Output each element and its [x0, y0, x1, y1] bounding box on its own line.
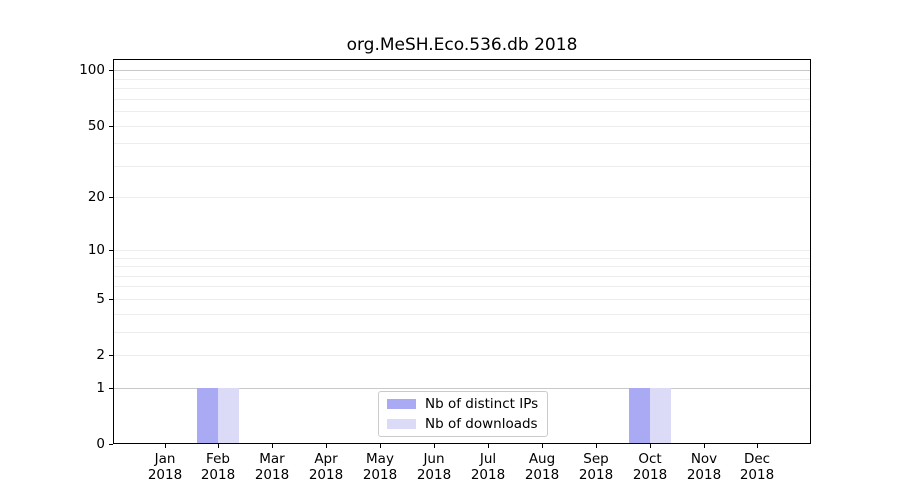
x-tick-label-Jul: Jul 2018	[470, 451, 506, 483]
legend-swatch-downloads-icon	[387, 418, 416, 429]
x-tick-label-Aug: Aug 2018	[524, 451, 560, 483]
x-tick-Feb	[218, 444, 219, 448]
x-tick-Apr	[326, 444, 327, 448]
x-tick-Nov	[704, 444, 705, 448]
x-tick-label-Jun: Jun 2018	[416, 451, 452, 483]
gridline-y-70	[114, 99, 810, 100]
bar-distinct-ips-Oct	[629, 388, 650, 443]
x-tick-Jan	[165, 444, 166, 448]
gridline-y-50	[114, 126, 810, 127]
x-tick-label-Feb: Feb 2018	[200, 451, 236, 483]
gridline-y-1	[114, 388, 810, 389]
y-tick-label-100: 100	[79, 62, 105, 78]
y-tick-5	[109, 299, 113, 300]
gridline-y-20	[114, 197, 810, 198]
x-tick-Sep	[596, 444, 597, 448]
x-tick-Aug	[542, 444, 543, 448]
bar-distinct-ips-Feb	[197, 388, 218, 443]
x-tick-label-Oct: Oct 2018	[632, 451, 668, 483]
gridline-y-4	[114, 314, 810, 315]
gridline-y-9	[114, 258, 810, 259]
gridline-y-30	[114, 166, 810, 167]
y-tick-0	[109, 444, 113, 445]
gridline-y-60	[114, 111, 810, 112]
x-tick-label-Mar: Mar 2018	[254, 451, 290, 483]
gridline-y-6	[114, 286, 810, 287]
x-tick-label-Jan: Jan 2018	[147, 451, 183, 483]
x-tick-label-May: May 2018	[362, 451, 398, 483]
gridline-y-8	[114, 266, 810, 267]
x-tick-Dec	[757, 444, 758, 448]
legend-swatch-distinct-ips-icon	[387, 399, 416, 410]
gridline-y-5	[114, 299, 810, 300]
plot-area	[113, 59, 811, 444]
bar-downloads-Feb	[218, 388, 239, 443]
y-tick-label-0: 0	[96, 436, 105, 452]
y-tick-label-1: 1	[96, 380, 105, 396]
y-tick-20	[109, 197, 113, 198]
gridline-y-7	[114, 276, 810, 277]
x-tick-Oct	[650, 444, 651, 448]
y-tick-1	[109, 388, 113, 389]
legend-label-distinct-ips: Nb of distinct IPs	[425, 396, 539, 413]
y-tick-10	[109, 250, 113, 251]
x-tick-label-Sep: Sep 2018	[578, 451, 614, 483]
chart-title: org.MeSH.Eco.536.db 2018	[346, 35, 578, 55]
legend-label-downloads: Nb of downloads	[425, 415, 538, 432]
x-tick-label-Dec: Dec 2018	[739, 451, 775, 483]
gridline-y-40	[114, 143, 810, 144]
legend: Nb of distinct IPs Nb of downloads	[378, 391, 548, 437]
gridline-y-3	[114, 332, 810, 333]
x-tick-label-Nov: Nov 2018	[686, 451, 722, 483]
y-tick-label-5: 5	[96, 291, 105, 307]
y-tick-2	[109, 355, 113, 356]
x-tick-Jul	[488, 444, 489, 448]
legend-row-distinct-ips: Nb of distinct IPs	[387, 396, 541, 413]
gridline-y-2	[114, 355, 810, 356]
x-tick-Mar	[272, 444, 273, 448]
legend-row-downloads: Nb of downloads	[387, 416, 541, 433]
y-tick-label-20: 20	[87, 189, 105, 205]
gridline-y-90	[114, 79, 810, 80]
x-tick-label-Apr: Apr 2018	[308, 451, 344, 483]
x-tick-Jun	[434, 444, 435, 448]
gridline-y-100	[114, 70, 810, 71]
x-tick-May	[380, 444, 381, 448]
y-tick-label-2: 2	[96, 347, 105, 363]
bar-downloads-Oct	[650, 388, 671, 443]
y-tick-50	[109, 126, 113, 127]
gridline-y-10	[114, 250, 810, 251]
y-tick-label-10: 10	[87, 242, 105, 258]
y-tick-100	[109, 70, 113, 71]
y-tick-label-50: 50	[87, 118, 105, 134]
gridline-y-80	[114, 88, 810, 89]
